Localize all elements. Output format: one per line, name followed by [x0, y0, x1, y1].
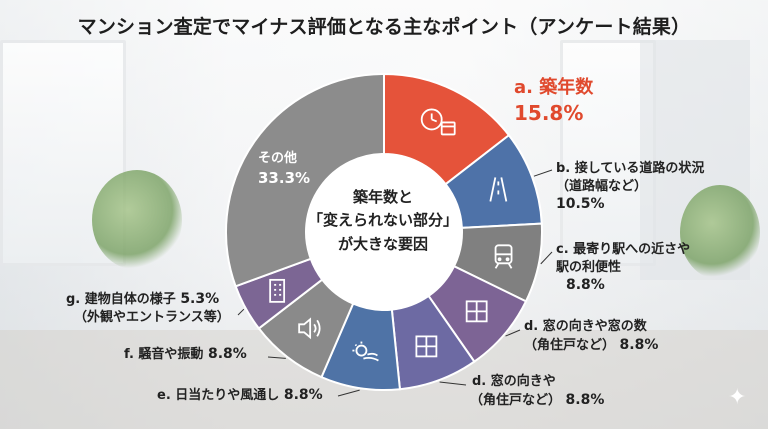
donut-center	[306, 154, 462, 310]
label-a-value: 15.8%	[514, 101, 584, 126]
label-other-name: その他	[258, 151, 298, 166]
label-d1-sub: （角住戸など）	[524, 337, 616, 353]
label-c-value: 8.8%	[566, 277, 605, 294]
label-b-sub: （道路幅など）	[556, 178, 648, 194]
label-f: f. 騒音や振動 8.8%	[124, 345, 247, 364]
window-icon	[465, 300, 488, 323]
label-f-value: 8.8%	[207, 346, 247, 362]
speaker-icon	[298, 317, 321, 340]
label-other: その他 33.3%	[258, 150, 310, 188]
label-g-sub: （外観やエントランス等）	[74, 309, 230, 325]
center-line: 築年数と	[352, 188, 413, 206]
label-e-name: e. 日当たりや風通し	[157, 388, 280, 403]
building-icon	[269, 278, 286, 303]
clock-calendar-icon	[420, 108, 456, 136]
chart-title: マンション査定でマイナス評価となる主なポイント（アンケート結果）	[77, 16, 691, 38]
label-other-value: 33.3%	[258, 168, 311, 187]
label-c-sub: 駅の利便性	[556, 259, 622, 275]
label-c: c. 最寄り駅への近さや 駅の利便性 8.8%	[556, 241, 690, 295]
label-d1-name: d. 窓の向きや窓の数	[524, 319, 647, 334]
label-g: g. 建物自体の様子 5.3% （外観やエントランス等）	[66, 290, 230, 326]
label-d2-value: 8.8%	[565, 391, 605, 408]
label-a: a. 築年数 15.8%	[514, 76, 593, 127]
label-d1-value: 8.8%	[619, 336, 659, 353]
leader-line-f	[267, 356, 286, 359]
label-c-name: c. 最寄り駅への近さや	[556, 242, 691, 257]
label-d2-sub: （角住戸など）	[470, 392, 562, 408]
window-icon	[415, 335, 438, 358]
label-f-name: f. 騒音や振動	[124, 347, 204, 362]
sparkle-icon: ✦	[728, 385, 747, 410]
train-icon	[494, 244, 513, 269]
center-message: 築年数と 「変えられない部分」 が大きな要因	[308, 186, 458, 256]
label-d2: d. 窓の向きや （角住戸など） 8.8%	[470, 373, 604, 409]
label-b: b. 接している道路の状況 （道路幅など） 10.5%	[556, 160, 704, 214]
label-d1: d. 窓の向きや窓の数 （角住戸など） 8.8%	[524, 318, 658, 354]
leader-line-d1	[505, 329, 521, 337]
label-b-value: 10.5%	[556, 196, 605, 213]
background-plant	[92, 170, 182, 270]
leader-line-e	[337, 389, 360, 397]
leader-line-c	[540, 251, 553, 265]
label-g-name: g. 建物自体の様子	[66, 292, 176, 307]
label-e: e. 日当たりや風通し 8.8%	[157, 386, 323, 405]
label-b-name: b. 接している道路の状況	[556, 161, 705, 176]
sun-wind-icon	[352, 341, 379, 362]
leader-line-b	[533, 169, 553, 177]
background-plant	[680, 185, 760, 280]
label-e-value: 8.8%	[283, 387, 323, 403]
label-g-value: 5.3%	[180, 291, 220, 307]
leader-line-g	[237, 308, 245, 316]
label-a-name: a. 築年数	[514, 77, 594, 98]
road-icon	[489, 177, 508, 202]
label-d2-name: d. 窓の向きや	[472, 374, 556, 389]
center-line: が大きな要因	[337, 234, 428, 253]
center-line: 「変えられない部分」	[308, 211, 459, 230]
leader-line-d2	[439, 381, 467, 386]
